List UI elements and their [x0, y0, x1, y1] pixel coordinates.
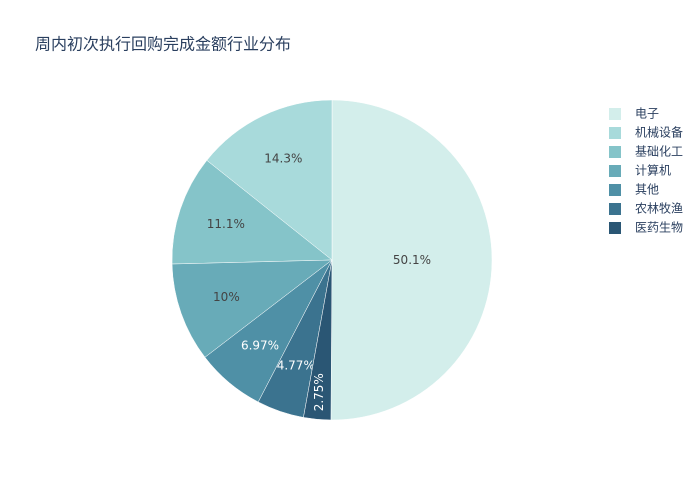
legend-swatch [609, 165, 621, 177]
pie-slice [171, 160, 333, 265]
data-label: 10% [213, 290, 240, 304]
legend-swatch [609, 222, 621, 234]
data-label: 4.77% [277, 358, 315, 372]
data-label: 2.75% [312, 373, 326, 411]
pie-slice [171, 259, 333, 358]
pie-slice [330, 99, 493, 421]
legend-swatch [609, 184, 621, 196]
pie-slice [303, 259, 333, 421]
data-label: 11.1% [207, 217, 245, 231]
data-label: 50.1% [393, 253, 431, 267]
legend-swatch [609, 108, 621, 120]
legend-label: 电子 [635, 107, 659, 121]
pie-slice [206, 99, 333, 261]
legend-swatch [609, 146, 621, 158]
chart-title: 周内初次执行回购完成金额行业分布 [35, 35, 291, 54]
legend-label: 机械设备 [635, 125, 683, 140]
legend-label: 基础化工 [635, 145, 683, 159]
data-label: 14.3% [264, 152, 302, 166]
legend-label: 农林牧渔 [635, 202, 683, 216]
legend-label: 其他 [635, 183, 659, 197]
legend-swatch [609, 127, 621, 139]
data-label: 6.97% [241, 338, 279, 352]
legend-swatch [609, 203, 621, 215]
legend-label: 医药生物 [635, 221, 683, 235]
legend-label: 计算机 [635, 163, 671, 178]
